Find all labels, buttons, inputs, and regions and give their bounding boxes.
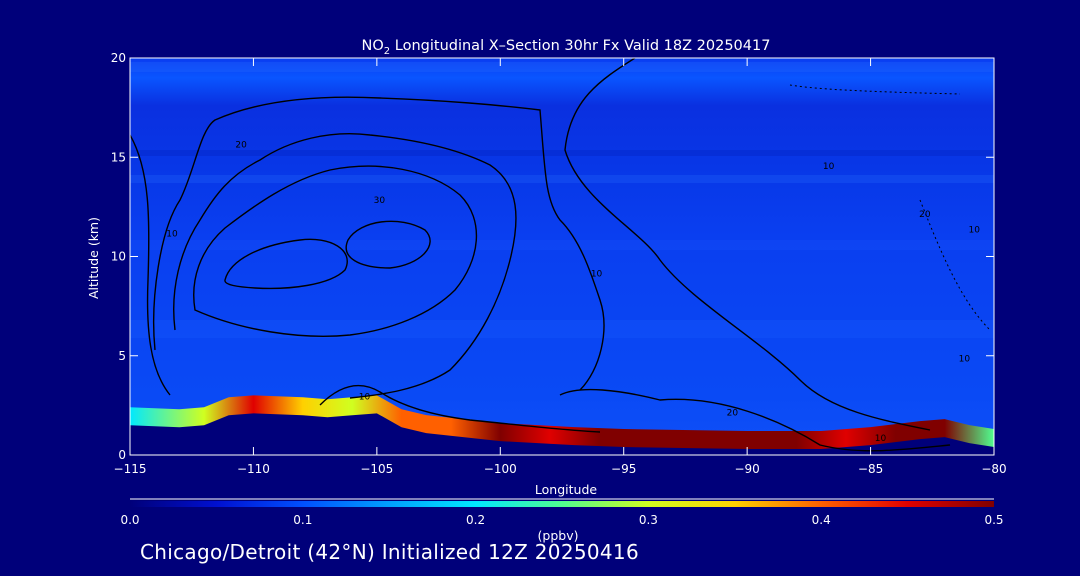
contour-line <box>345 220 431 269</box>
x-tick-label: −115 <box>114 462 147 476</box>
x-axis-label: Longitude <box>535 482 597 497</box>
chart-title: NO2 Longitudinal X–Section 30hr Fx Valid… <box>362 38 771 57</box>
y-axis: 0 5 10 15 20 <box>111 51 994 462</box>
colorbar-tick-label: 0.2 <box>466 513 485 527</box>
colorbar-unit-label: (ppbv) <box>538 528 579 543</box>
y-tick-label: 15 <box>111 150 126 164</box>
boundary-layer-no2-band <box>130 395 994 452</box>
contour-line <box>564 58 931 431</box>
contour-label: 30 <box>374 196 386 206</box>
x-tick-label: −80 <box>981 462 1006 476</box>
footer-caption: Chicago/Detroit (42°N) Initialized 12Z 2… <box>140 540 639 564</box>
x-axis: −115 −110 −105 −100 −95 −90 −85 −80 <box>114 58 1007 476</box>
contour-line <box>559 388 951 452</box>
colorbar-tick-label: 0.1 <box>293 513 312 527</box>
y-tick-label: 10 <box>111 250 126 264</box>
colorbar <box>130 501 994 507</box>
dotted-contours <box>789 84 991 331</box>
colorbar-tick-label: 0.0 <box>120 513 139 527</box>
colorbar-tick-label: 0.5 <box>984 513 1003 527</box>
contour-line <box>789 84 961 95</box>
contour-label: 10 <box>969 226 981 236</box>
x-tick-label: −105 <box>360 462 393 476</box>
colorbar-ticks: 0.0 0.1 0.2 0.3 0.4 0.5 <box>120 513 1003 527</box>
x-tick-label: −95 <box>611 462 636 476</box>
y-tick-label: 20 <box>111 51 126 65</box>
x-tick-label: −85 <box>858 462 883 476</box>
contour-label: 10 <box>823 162 835 172</box>
terrain-surface <box>130 413 994 455</box>
contour-line <box>193 165 478 337</box>
x-tick-label: −100 <box>484 462 517 476</box>
y-tick-label: 0 <box>118 448 126 462</box>
contour-label: 20 <box>919 210 931 220</box>
x-tick-label: −90 <box>734 462 759 476</box>
x-tick-label: −110 <box>237 462 270 476</box>
plot-area: 10 20 30 10 10 10 20 10 20 10 10 <box>130 58 994 455</box>
contour-label: 10 <box>875 434 887 444</box>
contour-line <box>319 384 601 433</box>
contour-line <box>153 96 605 391</box>
contour-labels: 10 20 30 10 10 10 20 10 20 10 10 <box>166 140 980 444</box>
contour-label: 20 <box>727 408 739 418</box>
contour-label: 10 <box>166 230 178 240</box>
ozone-contour-lines <box>130 58 951 452</box>
background-banding <box>130 62 994 338</box>
colorbar-tick-label: 0.3 <box>639 513 658 527</box>
contour-line <box>224 238 348 290</box>
contour-label: 10 <box>959 355 971 365</box>
y-axis-label: Altitude (km) <box>86 217 101 299</box>
contour-label: 10 <box>591 269 603 279</box>
colorbar-tick-label: 0.4 <box>812 513 831 527</box>
free-troposphere-field <box>130 58 994 455</box>
contour-line <box>130 134 171 396</box>
contour-line <box>173 133 517 399</box>
contour-label: 10 <box>359 392 371 402</box>
y-tick-label: 5 <box>118 349 126 363</box>
contour-label: 20 <box>235 140 247 150</box>
